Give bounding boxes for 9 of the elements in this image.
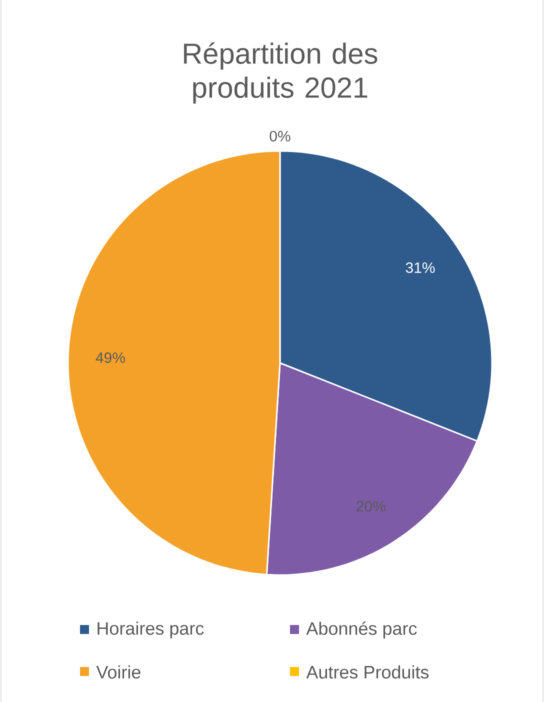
data-label: 49% <box>96 352 125 363</box>
data-label: 20% <box>356 500 386 512</box>
legend-label: Autres Produits <box>306 665 429 679</box>
legend-label: Voirie <box>96 665 140 679</box>
chart-title: Répartition des produits 2021 <box>184 42 378 104</box>
legend-label: Abonnés parc <box>306 622 417 638</box>
text: 0% <box>270 130 290 142</box>
data-label: 31% <box>406 262 435 273</box>
legend-label: Horaires parc <box>98 622 204 638</box>
